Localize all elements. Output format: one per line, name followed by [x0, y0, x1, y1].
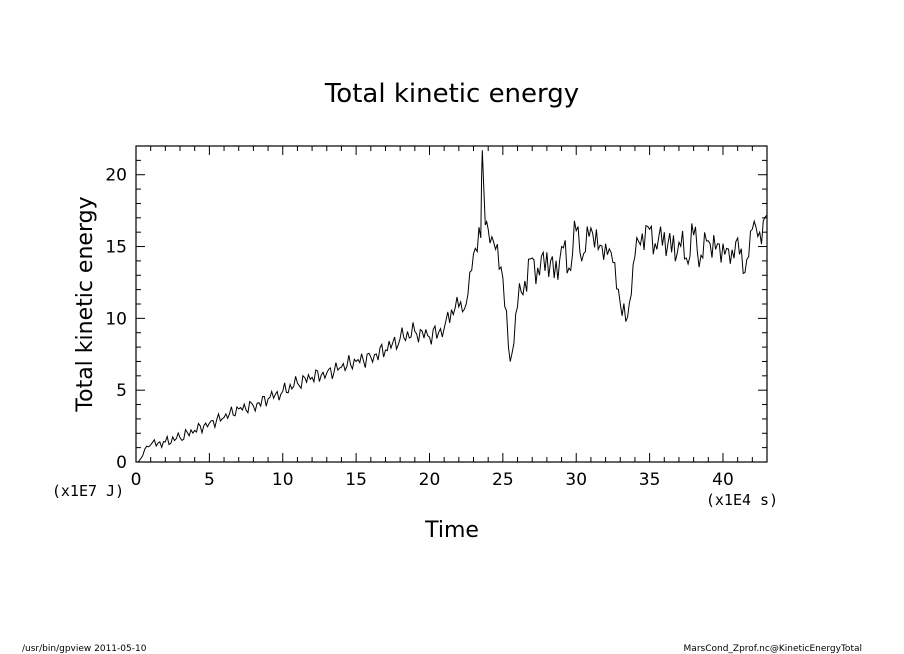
x-tick-label: 0 — [131, 470, 142, 490]
x-unit-label: (x1E4 s) — [706, 491, 778, 509]
series-layer — [136, 150, 768, 463]
plot-area — [135, 145, 768, 463]
x-tick-label: 25 — [492, 470, 514, 490]
x-axis-title: Time — [424, 518, 479, 543]
x-tick-label: 20 — [419, 470, 441, 490]
footer-right: MarsCond_Zprof.nc@KineticEnergyTotal — [684, 644, 862, 654]
y-tick-label: 0 — [116, 453, 127, 473]
footer-left: /usr/bin/gpview 2011-05-10 — [22, 644, 147, 654]
series-line — [136, 150, 768, 463]
x-tick-label: 40 — [712, 470, 734, 490]
y-axis-title: Total kinetic energy — [73, 196, 98, 412]
y-tick-label: 15 — [105, 238, 127, 258]
plot-frame — [135, 145, 768, 463]
axis-ticks — [135, 145, 768, 463]
x-tick-label: 10 — [272, 470, 294, 490]
x-tick-label: 35 — [639, 470, 661, 490]
x-tick-label: 15 — [345, 470, 367, 490]
y-unit-label: (x1E7 J) — [52, 482, 124, 500]
y-tick-label: 20 — [105, 166, 127, 186]
chart-title: Total kinetic energy — [324, 79, 579, 109]
x-tick-labels: 0 5 10 15 20 25 30 35 40 — [131, 470, 734, 490]
x-tick-label: 5 — [204, 470, 215, 490]
y-tick-label: 10 — [105, 309, 127, 329]
y-tick-labels: 0 5 10 15 20 — [105, 166, 127, 473]
x-tick-label: 30 — [565, 470, 587, 490]
y-tick-label: 5 — [116, 381, 127, 401]
